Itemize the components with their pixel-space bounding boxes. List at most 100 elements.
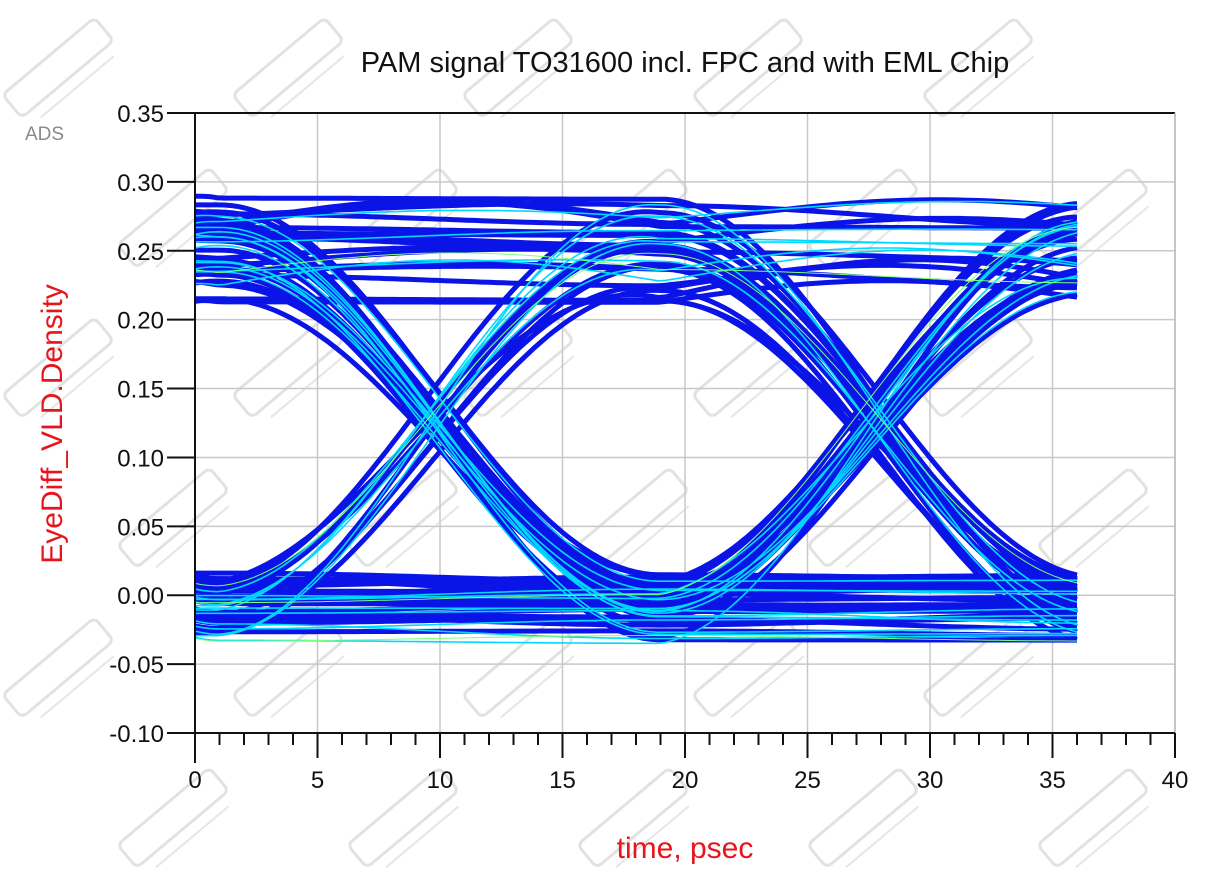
y-tick-label: 0.15 bbox=[117, 377, 164, 404]
eye-trace-dense bbox=[194, 221, 1078, 645]
eye-trace-dense bbox=[195, 609, 1078, 624]
watermark-underline bbox=[40, 655, 115, 719]
eye-trace-dense bbox=[194, 203, 1078, 636]
eye-trace bbox=[194, 598, 1077, 611]
watermark-mark bbox=[693, 618, 803, 717]
eye-trace-dense bbox=[194, 234, 1077, 634]
eye-trace-dense bbox=[194, 588, 1077, 601]
watermark-underline bbox=[270, 55, 345, 119]
eye-trace-peak bbox=[194, 252, 1078, 587]
x-tick-label: 30 bbox=[917, 767, 944, 794]
y-tick-label: 0.00 bbox=[117, 583, 164, 610]
watermark-underline bbox=[960, 55, 1035, 119]
eye-trace bbox=[195, 230, 1078, 590]
x-tick-label: 40 bbox=[1162, 767, 1189, 794]
y-tick-label: 0.35 bbox=[117, 101, 164, 128]
x-tick-label: 10 bbox=[427, 767, 454, 794]
watermark-underline bbox=[155, 805, 230, 869]
watermark-layer bbox=[3, 18, 1150, 869]
watermark-underline bbox=[500, 655, 575, 719]
eye-trace-dense bbox=[195, 225, 1078, 600]
watermark-mark bbox=[463, 18, 573, 117]
watermark-logo bbox=[923, 18, 1035, 119]
watermark-mark bbox=[1038, 768, 1148, 867]
watermark-logo bbox=[348, 768, 460, 869]
x-tick-label: 0 bbox=[188, 767, 201, 794]
watermark-logo bbox=[578, 768, 690, 869]
eye-trace-peak bbox=[195, 226, 1078, 604]
eye-trace-dense bbox=[194, 260, 1077, 636]
watermark-underline bbox=[155, 505, 230, 569]
eye-trace bbox=[194, 263, 1078, 642]
y-tick-label: -0.10 bbox=[109, 721, 164, 748]
watermark-underline bbox=[385, 805, 460, 869]
watermark-underline bbox=[1075, 805, 1150, 869]
eye-trace bbox=[195, 574, 1077, 587]
watermark-logo bbox=[233, 318, 345, 419]
x-tick-label: 35 bbox=[1039, 767, 1066, 794]
watermark-logo bbox=[3, 318, 115, 419]
watermark-underline bbox=[730, 655, 805, 719]
y-tick-label: 0.30 bbox=[117, 170, 164, 197]
watermark-underline bbox=[845, 505, 920, 569]
watermark-logo bbox=[923, 318, 1035, 419]
eye-trace-dense bbox=[194, 261, 1077, 593]
watermark-mark bbox=[693, 18, 803, 117]
watermark-mark bbox=[3, 18, 113, 117]
watermark-mark bbox=[118, 468, 228, 567]
watermark-underline bbox=[1075, 205, 1150, 269]
watermark-underline bbox=[270, 655, 345, 719]
x-axis-label: time, psec bbox=[617, 832, 754, 865]
x-tick-label: 15 bbox=[549, 767, 576, 794]
eye-trace-dense bbox=[195, 242, 1078, 637]
eye-trace bbox=[194, 262, 1078, 631]
y-tick-label: 0.25 bbox=[117, 239, 164, 266]
watermark-logo bbox=[463, 18, 575, 119]
eye-trace-dense bbox=[195, 252, 1078, 610]
watermark-mark bbox=[3, 618, 113, 717]
eye-trace-dense bbox=[194, 265, 1078, 601]
watermark-underline bbox=[960, 655, 1035, 719]
watermark-mark bbox=[578, 768, 688, 867]
watermark-logo bbox=[693, 618, 805, 719]
watermark-logo bbox=[3, 18, 115, 119]
eye-trace-dense bbox=[195, 249, 1078, 286]
watermark-underline bbox=[615, 805, 690, 869]
watermark-underline bbox=[500, 55, 575, 119]
eye-trace-peak bbox=[194, 252, 1078, 284]
watermark-logo bbox=[1038, 468, 1150, 569]
eye-trace-dense bbox=[194, 244, 1078, 617]
watermark-underline bbox=[730, 55, 805, 119]
watermark-mark bbox=[3, 318, 113, 417]
y-tick-label: 0.20 bbox=[117, 308, 164, 335]
watermark-underline bbox=[500, 355, 575, 419]
axes: 0 5 10 15 20 25 30 35 40 0.35 0.30 0.25 0.20 0.15 0.10… bbox=[109, 101, 1188, 794]
watermark-mark bbox=[923, 18, 1033, 117]
watermark-logo bbox=[808, 768, 920, 869]
chart-title: PAM signal TO31600 incl. FPC and with EM… bbox=[361, 47, 1010, 79]
watermark-mark bbox=[118, 768, 228, 867]
eye-trace bbox=[194, 247, 1078, 637]
watermark-mark bbox=[923, 318, 1033, 417]
watermark-underline bbox=[40, 355, 115, 419]
watermark-mark bbox=[118, 168, 228, 267]
watermark-logo bbox=[1038, 768, 1150, 869]
watermark-logo bbox=[3, 618, 115, 719]
eye-trace-dense bbox=[194, 614, 1078, 630]
eye-trace bbox=[195, 236, 1078, 585]
watermark-mark bbox=[808, 768, 918, 867]
watermark-underline bbox=[1075, 505, 1150, 569]
eye-trace-dense bbox=[194, 277, 1078, 601]
x-tick-label: 20 bbox=[672, 767, 699, 794]
eye-trace-peak bbox=[194, 635, 1077, 642]
eye-traces bbox=[194, 193, 1078, 645]
eye-trace-dense bbox=[194, 247, 1078, 606]
watermark-underline bbox=[845, 805, 920, 869]
watermark-underline bbox=[40, 55, 115, 119]
watermark-underline bbox=[960, 355, 1035, 419]
y-tick-label: 0.05 bbox=[117, 514, 164, 541]
eye-trace bbox=[195, 209, 1078, 589]
watermark-mark bbox=[1038, 468, 1148, 567]
watermark-underline bbox=[270, 355, 345, 419]
